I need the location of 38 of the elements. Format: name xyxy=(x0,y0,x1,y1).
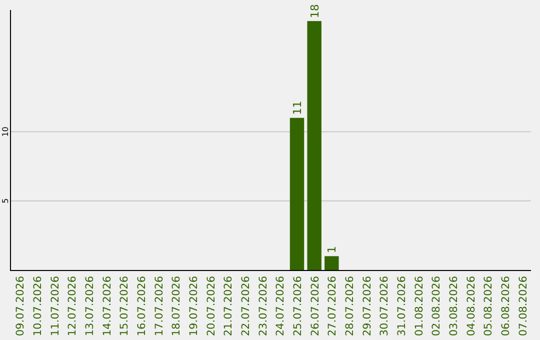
x-tick-label: 26.07.2026 xyxy=(309,276,322,336)
x-tick-label: 09.07.2026 xyxy=(14,276,27,336)
x-tick-label: 22.07.2026 xyxy=(240,276,252,336)
data-label: 1 xyxy=(326,246,339,254)
x-tick-label: 17.07.2026 xyxy=(153,276,166,336)
x-tick-label: 01.08.2026 xyxy=(413,276,426,336)
x-tick-label: 31.07.2026 xyxy=(396,276,408,336)
data-label: 11 xyxy=(291,100,304,115)
x-tick-label: 20.07.2026 xyxy=(205,276,218,336)
x-tick-label: 30.07.2026 xyxy=(378,276,391,336)
x-tick-label: 14.07.2026 xyxy=(101,276,114,336)
bar xyxy=(324,256,339,270)
bar xyxy=(307,21,322,270)
x-tick-label: 04.08.2026 xyxy=(465,276,478,336)
x-tick-label: 02.08.2026 xyxy=(430,276,443,336)
x-tick-label: 03.08.2026 xyxy=(448,276,460,336)
y-tick-label: 10 xyxy=(1,126,10,137)
x-tick-label: 07.08.2026 xyxy=(517,276,530,336)
x-tick-label: 21.07.2026 xyxy=(222,276,235,336)
x-tick-label: 28.07.2026 xyxy=(344,276,356,336)
x-tick-label: 29.07.2026 xyxy=(361,276,374,336)
y-tick-label: 5 xyxy=(1,198,10,204)
data-label: 18 xyxy=(308,4,322,18)
x-tick-label: 24.07.2026 xyxy=(274,276,287,336)
x-tick-label: 25.07.2026 xyxy=(292,276,304,336)
x-tick-label: 13.07.2026 xyxy=(84,276,96,336)
x-tick-label: 12.07.2026 xyxy=(66,276,79,336)
x-tick-label: 18.07.2026 xyxy=(170,276,183,336)
bar xyxy=(290,118,304,270)
x-tick-label: 11.07.2026 xyxy=(49,276,62,336)
x-tick-label: 05.08.2026 xyxy=(482,276,495,336)
x-tick-label: 15.07.2026 xyxy=(118,276,131,336)
x-tick-label: 23.07.2026 xyxy=(257,276,270,336)
x-tick-label: 16.07.2026 xyxy=(136,276,148,336)
x-tick-label: 06.08.2026 xyxy=(500,276,512,336)
x-tick-label: 19.07.2026 xyxy=(188,276,200,336)
x-tick-label: 10.07.2026 xyxy=(32,276,44,336)
x-tick-label: 27.07.2026 xyxy=(326,276,339,336)
